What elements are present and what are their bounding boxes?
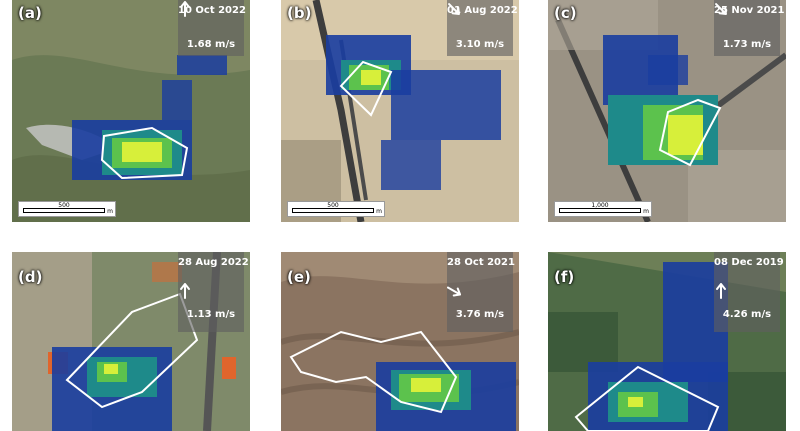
methane-plume-f <box>588 262 728 431</box>
wind-speed-c: 1.73 m/s <box>722 39 772 50</box>
wind-speed-a: 1.68 m/s <box>186 39 236 50</box>
satellite-image-f <box>548 252 786 431</box>
wind-arrow-icon-d <box>180 283 190 299</box>
methane-plume-e <box>376 362 516 431</box>
scale-bar-b: 500 m <box>287 201 385 217</box>
panel-a: (a) 10 Oct 2022 1.68 m/s 500 m <box>12 0 250 222</box>
wind-arrow-icon-f <box>716 283 726 299</box>
panel-b: (b) 01 Aug 2022 3.10 m/s 500 m <box>281 0 519 222</box>
scale-bar-unit-c: m <box>643 208 649 215</box>
panel-label-e: (e) <box>287 268 311 286</box>
scale-bar-unit-b: m <box>376 208 382 215</box>
wind-speed-d: 1.13 m/s <box>186 309 236 320</box>
date-label-a: 10 Oct 2022 <box>178 5 246 16</box>
wind-info-box-c: 25 Nov 2021 1.73 m/s <box>714 0 785 56</box>
scale-bar-label-c: 1,000 <box>591 202 609 209</box>
source-outline-c <box>658 98 722 167</box>
wind-arrow-icon-a <box>180 1 190 17</box>
source-outline-b <box>339 60 393 117</box>
panel-label-c: (c) <box>554 4 577 22</box>
source-outline-e <box>289 330 458 414</box>
wind-arrow-icon-b <box>448 3 460 15</box>
wind-info-box-d: 28 Aug 2022 1.13 m/s <box>178 252 249 332</box>
date-label-d: 28 Aug 2022 <box>178 257 249 268</box>
panel-c: (c) 25 Nov 2021 1.73 m/s 1,000 m <box>548 0 786 222</box>
source-outline-d <box>65 292 199 409</box>
satellite-image-c <box>548 0 786 222</box>
wind-arrow-icon-c <box>715 3 727 15</box>
date-label-e: 28 Oct 2021 <box>447 257 515 268</box>
scale-bar-unit-a: m <box>107 208 113 215</box>
wind-arrow-icon-e <box>447 286 461 297</box>
wind-info-box-f: 08 Dec 2019 4.26 m/s <box>714 252 784 332</box>
wind-speed-f: 4.26 m/s <box>722 309 772 320</box>
panel-label-b: (b) <box>287 4 312 22</box>
wind-info-box-a: 10 Oct 2022 1.68 m/s <box>178 0 246 56</box>
panel-d: (d) 28 Aug 2022 1.13 m/s <box>12 252 250 431</box>
wind-info-box-b: 01 Aug 2022 3.10 m/s <box>447 0 518 56</box>
panel-f: (f) 08 Dec 2019 4.26 m/s <box>548 252 786 431</box>
panel-label-a: (a) <box>18 4 42 22</box>
panel-label-f: (f) <box>554 268 575 286</box>
date-label-b: 01 Aug 2022 <box>447 5 518 16</box>
wind-info-box-e: 28 Oct 2021 3.76 m/s <box>447 252 515 332</box>
panel-label-d: (d) <box>18 268 43 286</box>
wind-speed-e: 3.76 m/s <box>455 309 505 320</box>
source-outline-f <box>574 365 720 431</box>
date-label-f: 08 Dec 2019 <box>714 257 784 268</box>
scale-bar-line-c <box>559 208 641 213</box>
scale-bar-c: 1,000 m <box>554 201 652 217</box>
scale-bar-label-a: 500 <box>58 202 70 209</box>
date-label-c: 25 Nov 2021 <box>714 5 785 16</box>
methane-plume-d <box>52 347 172 431</box>
panel-e: (e) 28 Oct 2021 3.76 m/s <box>281 252 519 431</box>
scale-bar-line-a <box>23 208 105 213</box>
scale-bar-label-b: 500 <box>327 202 339 209</box>
methane-plume-c <box>603 35 718 165</box>
source-outline-a <box>100 126 189 180</box>
scale-bar-line-b <box>292 208 374 213</box>
wind-speed-b: 3.10 m/s <box>455 39 505 50</box>
scale-bar-a: 500 m <box>18 201 116 217</box>
